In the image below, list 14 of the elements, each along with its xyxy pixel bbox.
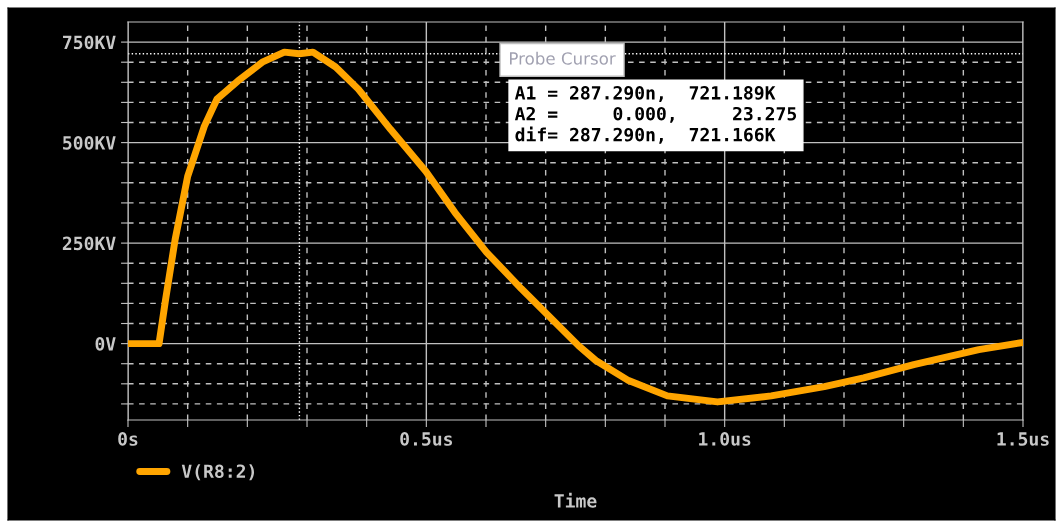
y-tick-label: 0V (95, 337, 116, 351)
y-tick-label: 750KV (63, 35, 116, 50)
y-tick-label: 250KV (62, 236, 116, 251)
x-tick-label: 0s (118, 432, 138, 446)
annotation: A1 = 287.290n, 721.189K (514, 86, 776, 102)
x-tick-label: 0.5us (400, 432, 453, 446)
annotation: Probe Cursor (510, 51, 616, 65)
annotation: A2 = 0.000, 23.275 (514, 106, 797, 123)
annotation: dif= 287.290n, 721.166K (515, 126, 776, 144)
x-axis-title: Time (554, 492, 597, 508)
x-tick-label: 1.5us (997, 432, 1049, 446)
x-tick-label: 1.0us (699, 432, 751, 446)
y-tick-label: 500KV (63, 136, 116, 150)
legend-label: V(R8:2) (181, 464, 255, 481)
